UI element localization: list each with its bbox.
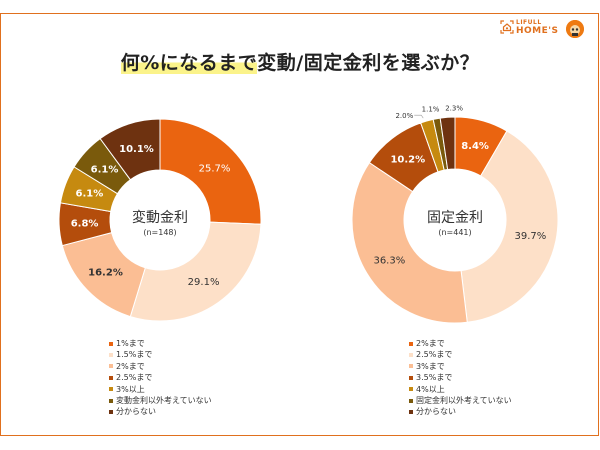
legend-swatch — [409, 364, 413, 369]
variable-center-title: 変動金利 — [132, 209, 188, 226]
fixed-data-label-5: 1.1% — [422, 106, 440, 114]
variable-slice-0 — [159, 118, 262, 225]
variable-data-label-2: 16.2% — [88, 268, 123, 279]
legend-swatch — [109, 364, 113, 369]
mascot-icon — [566, 20, 584, 38]
legend-swatch — [109, 398, 113, 403]
page-title: 何%になるまで変動/固定金利を選ぶか？ — [0, 48, 600, 75]
logo-small-text: LIFULL — [516, 19, 542, 26]
variable-data-label-0: 25.7% — [199, 163, 231, 174]
fixed-data-label-4: 2.0% — [395, 112, 413, 120]
fixed-slice-6 — [439, 116, 456, 171]
legend-item: 3.5%まで — [409, 372, 512, 383]
legend-item: 3%以上 — [109, 384, 212, 395]
legend-label: 固定金利以外考えていない — [416, 395, 512, 405]
legend-swatch — [109, 375, 113, 380]
fixed-center-title: 固定金利 — [427, 210, 483, 226]
variable-slice-6 — [99, 118, 161, 181]
legend-label: 1.5%まで — [116, 350, 153, 360]
legend-swatch — [109, 341, 113, 346]
legend-item: 固定金利以外考えていない — [409, 395, 512, 406]
legend-item: 2.5%まで — [409, 349, 512, 360]
fixed-data-label-6: 2.3% — [445, 104, 463, 112]
legend-label: 3%以上 — [116, 384, 145, 394]
variable-data-label-5: 6.1% — [91, 164, 119, 175]
chart-frame — [0, 13, 599, 436]
legend-label: 3%まで — [416, 361, 445, 371]
lifull-homes-logo: LIFULL HOME'S — [498, 18, 588, 40]
title-highlight: 何%になるまで — [120, 52, 258, 74]
legend-swatch — [409, 398, 413, 403]
legend-label: 2%まで — [116, 361, 145, 371]
legend-label: 変動金利以外考えていない — [116, 395, 212, 405]
legend-label: 2.5%まで — [416, 350, 453, 360]
fixed-data-label-0: 8.4% — [461, 141, 489, 152]
variable-data-label-4: 6.1% — [76, 189, 104, 200]
legend-item: 変動金利以外考えていない — [109, 395, 212, 406]
legend-swatch — [409, 387, 413, 392]
legend-swatch — [109, 353, 113, 358]
legend-label: 分からない — [416, 407, 456, 417]
legend-label: 2%まで — [416, 339, 445, 348]
legend-label: 2.5%まで — [116, 373, 153, 383]
legend-swatch — [109, 410, 113, 415]
variable-data-label-3: 6.8% — [71, 219, 99, 230]
legend-fixed-rate: 2%まで 2.5%まで 3%まで 3.5%まで 4%以上 固定金利以外考えていない 分からな… — [409, 338, 512, 418]
legend-item: 2%まで — [109, 361, 212, 372]
fixed-data-label-2: 36.3% — [373, 256, 405, 267]
fixed-data-label-3: 10.2% — [390, 155, 425, 166]
legend-item: 2.5%まで — [109, 372, 212, 383]
fixed-center-subtitle: (n=441) — [438, 228, 471, 237]
legend-swatch — [409, 341, 413, 346]
legend-item: 分からない — [109, 406, 212, 417]
legend-item: 2%まで — [409, 338, 512, 349]
variable-center-subtitle: (n=148) — [143, 228, 176, 237]
fixed-data-label-1: 39.7% — [515, 231, 547, 242]
legend-swatch — [409, 353, 413, 358]
legend-item: 4%以上 — [409, 384, 512, 395]
legend-item: 分からない — [409, 406, 512, 417]
house-icon — [500, 20, 514, 34]
fixed-leader-line-4 — [414, 114, 424, 119]
legend-swatch — [409, 375, 413, 380]
title-rest: 変動/固定金利を選ぶか？ — [257, 52, 480, 74]
legend-label: 3.5%まで — [416, 373, 453, 383]
legend-item: 1%まで — [109, 338, 212, 349]
legend-variable-rate: 1%まで 1.5%まで 2%まで 2.5%まで 3%以上 変動金利以外考えていない 分からな… — [109, 338, 212, 418]
variable-data-label-6: 10.1% — [119, 144, 154, 155]
legend-label: 1%まで — [116, 339, 145, 348]
legend-swatch — [109, 387, 113, 392]
fixed-slice-2 — [351, 161, 468, 324]
variable-slice-1 — [129, 221, 262, 322]
logo-big-text: HOME'S — [516, 26, 559, 36]
legend-label: 分からない — [116, 407, 156, 417]
variable-data-label-1: 29.1% — [188, 277, 220, 288]
legend-label: 4%以上 — [416, 384, 445, 394]
legend-item: 1.5%まで — [109, 349, 212, 360]
fixed-slice-1 — [460, 130, 559, 323]
legend-item: 3%まで — [409, 361, 512, 372]
legend-swatch — [409, 410, 413, 415]
